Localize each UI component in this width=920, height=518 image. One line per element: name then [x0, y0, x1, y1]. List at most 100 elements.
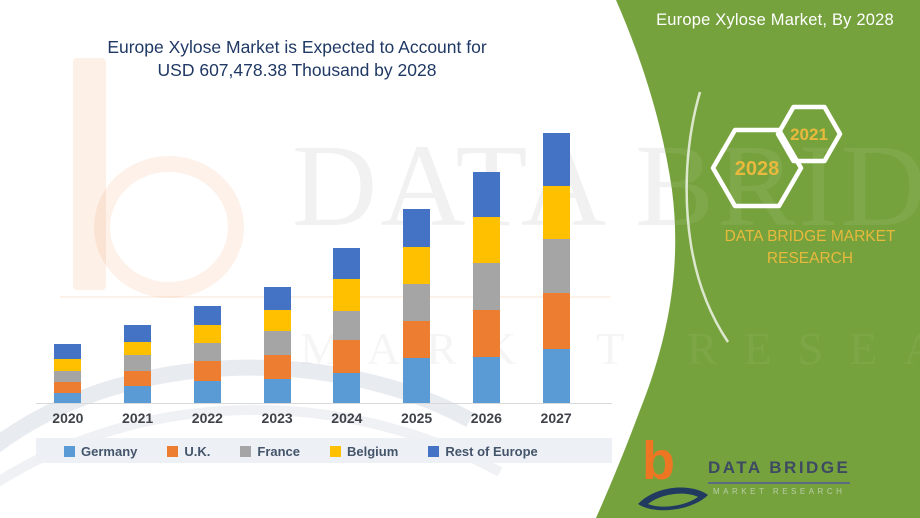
- green-panel-title: Europe Xylose Market, By 2028: [656, 11, 894, 29]
- page-title-line1: Europe Xylose Market is Expected to Acco…: [107, 37, 487, 57]
- bar-segment-2027-belgium: [542, 186, 570, 239]
- bar-2024: [333, 248, 361, 403]
- bar-segment-2025-belgium: [403, 247, 431, 284]
- page-title-line2: USD 607,478.38 Thousand by 2028: [157, 60, 437, 81]
- legend-swatch: [330, 446, 342, 457]
- watermark-text-line1-green: DATA BRIDGE: [292, 120, 920, 251]
- bar-2022: [193, 306, 221, 403]
- bar-group-2027: [521, 133, 591, 403]
- legend-item-germany: Germany: [64, 444, 137, 459]
- legend-swatch: [240, 446, 252, 457]
- brand-caption: DATA BRIDGE MARKET RESEARCH: [724, 228, 896, 268]
- bar-segment-2026-u-k-: [472, 310, 500, 357]
- bar-segment-2021-belgium: [124, 342, 152, 355]
- bar-segment-2022-belgium: [193, 325, 221, 343]
- bar-segment-2027-france: [542, 239, 570, 293]
- bar-segment-2020-rest-of-europe: [54, 344, 82, 359]
- bar-group-2024: [312, 248, 382, 403]
- legend-label: Germany: [81, 444, 138, 459]
- bar-segment-2024-france: [333, 311, 361, 340]
- bar-group-2022: [173, 306, 243, 403]
- bar-2021: [124, 325, 152, 403]
- x-axis-label-2020: 2020: [52, 410, 84, 426]
- bar-group-2023: [242, 287, 312, 403]
- bar-2023: [263, 287, 291, 403]
- legend-swatch: [64, 446, 75, 457]
- bar-segment-2027-rest-of-europe: [542, 133, 570, 186]
- logo-subtitle: MARKET RESEARCH: [713, 487, 846, 496]
- bar-segment-2025-u-k-: [403, 321, 431, 358]
- bar-segment-2023-france: [263, 331, 291, 355]
- bar-segment-2023-belgium: [263, 310, 291, 331]
- bar-segment-2025-germany: [403, 358, 431, 403]
- bar-segment-2021-u-k-: [124, 371, 152, 386]
- bar-segment-2024-belgium: [333, 279, 361, 311]
- bar-segment-2020-france: [54, 371, 82, 382]
- decorative-arc: [685, 91, 730, 343]
- legend-label: U.K.: [184, 444, 211, 459]
- bar-segment-2020-germany: [54, 393, 82, 403]
- hexagon-badges: 2028 2021: [710, 104, 843, 209]
- legend-label: Rest of Europe: [445, 444, 538, 459]
- hexagon-2028-label: 2028: [735, 158, 780, 180]
- bar-segment-2024-rest-of-europe: [333, 248, 361, 279]
- bar-segment-2027-u-k-: [542, 293, 570, 349]
- bar-segment-2026-germany: [472, 357, 500, 403]
- bar-segment-2027-germany: [542, 349, 570, 403]
- x-axis-label-2026: 2026: [470, 410, 502, 426]
- x-axis-labels: 2020 2021 2022 2023 2024 2025 2026 2027: [33, 410, 591, 426]
- bar-segment-2023-u-k-: [263, 355, 291, 379]
- x-axis-label-2024: 2024: [331, 410, 363, 426]
- logo-name: DATA BRIDGE: [708, 458, 851, 484]
- stacked-bar-chart: [33, 130, 591, 403]
- bar-segment-2024-germany: [333, 373, 361, 403]
- legend-swatch: [167, 446, 179, 457]
- legend-item-belgium: Belgium: [330, 444, 398, 459]
- bar-segment-2021-france: [124, 355, 152, 371]
- bar-group-2026: [452, 172, 522, 403]
- bar-2026: [472, 172, 500, 403]
- legend-item-france: France: [240, 444, 300, 459]
- bar-segment-2023-rest-of-europe: [263, 287, 291, 310]
- hexagon-2028: [710, 127, 804, 209]
- bar-group-2025: [382, 209, 452, 403]
- legend-item-u-k-: U.K.: [167, 444, 210, 459]
- legend-label: France: [257, 444, 301, 459]
- legend-swatch: [428, 446, 440, 457]
- bar-2025: [403, 209, 431, 403]
- x-axis-label-2023: 2023: [261, 410, 293, 426]
- x-axis-label-2021: 2021: [122, 410, 154, 426]
- bar-segment-2024-u-k-: [333, 340, 361, 373]
- x-axis-line: [36, 403, 612, 404]
- legend-item-rest-of-europe: Rest of Europe: [428, 444, 538, 459]
- logo-text: DATA BRIDGE MARKET RESEARCH: [708, 458, 851, 496]
- bar-segment-2021-germany: [124, 386, 152, 403]
- x-axis-label-2025: 2025: [401, 410, 433, 426]
- bar-segment-2020-belgium: [54, 359, 82, 371]
- bar-2020: [54, 344, 82, 403]
- logo-swoosh-icon: [638, 487, 708, 511]
- hexagon-2021-label: 2021: [790, 125, 828, 144]
- bar-segment-2022-germany: [193, 381, 221, 403]
- chart-legend: Germany U.K. France Belgium Rest of Europe: [64, 444, 538, 459]
- bar-group-2020: [33, 344, 103, 403]
- bar-segment-2026-france: [472, 263, 500, 310]
- x-axis-label-2022: 2022: [191, 410, 223, 426]
- bar-segment-2022-u-k-: [193, 361, 221, 381]
- bar-segment-2025-france: [403, 284, 431, 321]
- legend-label: Belgium: [347, 444, 399, 459]
- bar-segment-2022-rest-of-europe: [193, 306, 221, 325]
- bar-segment-2025-rest-of-europe: [403, 209, 431, 247]
- bar-segment-2026-belgium: [472, 217, 500, 263]
- logo-b-icon: b: [642, 431, 675, 491]
- bar-segment-2020-u-k-: [54, 382, 82, 393]
- hexagon-2021: [775, 104, 843, 164]
- legend-strip: [36, 438, 612, 463]
- bar-segment-2022-france: [193, 343, 221, 361]
- bar-group-2021: [103, 325, 173, 403]
- x-axis-label-2027: 2027: [540, 410, 572, 426]
- bar-segment-2026-rest-of-europe: [472, 172, 500, 217]
- bar-segment-2023-germany: [263, 379, 291, 403]
- bar-segment-2021-rest-of-europe: [124, 325, 152, 342]
